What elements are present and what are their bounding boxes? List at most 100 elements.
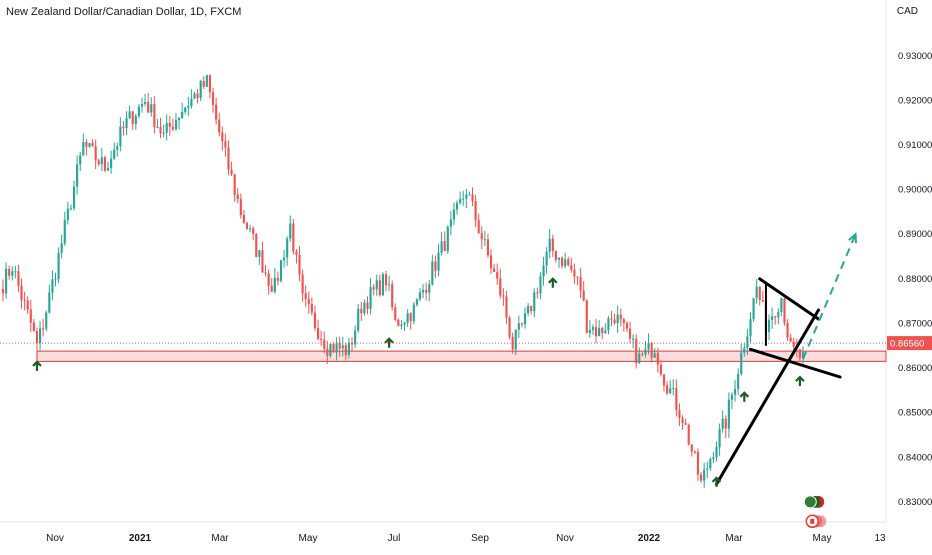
candle-body: [128, 111, 131, 119]
candle-body: [199, 81, 202, 98]
candle-body: [122, 126, 125, 128]
candle-body: [230, 169, 233, 175]
candle-body: [635, 338, 638, 364]
candle-body: [177, 118, 181, 121]
candle-body: [650, 343, 653, 358]
candle-body: [752, 298, 755, 320]
candle-body: [517, 323, 520, 330]
candle-body: [202, 81, 205, 87]
candle-body: [344, 345, 347, 355]
candle-body: [273, 277, 276, 292]
candle-body: [310, 304, 313, 313]
candle-body: [644, 349, 647, 355]
y-tick-label: 0.83000: [898, 497, 932, 508]
candle-body: [125, 118, 128, 128]
candle-body: [573, 269, 576, 277]
candle-body: [659, 364, 662, 375]
candle-body: [354, 330, 357, 345]
chart-title: New Zealand Dollar/Canadian Dollar, 1D, …: [6, 6, 242, 18]
candle-body: [613, 319, 616, 324]
candle-body: [48, 292, 51, 313]
candle-body: [270, 285, 273, 292]
candle-body: [304, 293, 307, 299]
candle-body: [696, 451, 700, 475]
candle-body: [662, 374, 666, 386]
up-arrow-icon: [711, 476, 722, 487]
candle-body: [406, 313, 409, 323]
candle-body: [786, 322, 789, 338]
event-flag-nz-icon: [803, 495, 825, 509]
candle-body: [780, 298, 783, 312]
candle-body: [88, 143, 91, 147]
candle-body: [511, 336, 514, 350]
candle-body: [350, 342, 354, 345]
candle-body: [684, 423, 687, 425]
candle-body: [249, 228, 252, 230]
candle-body: [718, 428, 721, 448]
y-tick-label: 0.93000: [898, 51, 932, 62]
candle-body: [403, 322, 406, 325]
candle-body: [85, 142, 88, 147]
candle-body: [144, 101, 147, 104]
candle-body: [162, 132, 165, 134]
candle-body: [749, 319, 752, 337]
y-tick-label: 0.85000: [898, 408, 932, 419]
candle-body: [443, 241, 446, 251]
candle-body: [292, 223, 295, 252]
last-price-label: 0.86560: [890, 339, 924, 350]
support-zone: [36, 350, 887, 362]
candle-body: [35, 330, 39, 344]
candle-body: [239, 199, 242, 215]
candle-body: [523, 313, 527, 325]
candle-body: [313, 312, 317, 328]
candle-body: [301, 274, 304, 294]
candle-body: [320, 338, 323, 340]
candle-body: [134, 116, 137, 125]
candle-body: [771, 316, 774, 320]
candle-body: [564, 259, 567, 267]
candle-body: [610, 318, 613, 320]
x-tick-label: 2021: [129, 533, 152, 544]
candle-body: [208, 75, 212, 93]
candle-body: [335, 342, 338, 353]
x-tick-label: May: [299, 533, 318, 544]
candle-body: [591, 327, 595, 330]
candle-body: [131, 111, 134, 125]
x-tick-label: May: [813, 533, 832, 544]
candle-body: [8, 268, 11, 276]
candle-body: [360, 308, 363, 314]
y-tick-label: 0.92000: [898, 95, 932, 106]
candle-body: [542, 265, 545, 277]
candle-body: [369, 287, 372, 309]
candle-body: [505, 296, 508, 318]
candle-body: [106, 167, 110, 171]
candle-body: [258, 250, 261, 257]
candle-body: [480, 233, 483, 240]
candle-body: [588, 329, 591, 333]
candle-body: [576, 276, 579, 278]
up-arrow-icon: [739, 391, 750, 402]
candle-body: [32, 322, 35, 331]
candle-body: [391, 284, 394, 308]
x-tick-label: Nov: [46, 533, 64, 544]
trend-line: [715, 308, 820, 486]
candle-body: [647, 343, 650, 350]
candle-body: [625, 322, 629, 329]
candle-body: [82, 142, 85, 156]
x-tick-label: Mar: [725, 533, 743, 544]
candle-body: [440, 241, 443, 253]
candle-body: [236, 194, 239, 200]
last-price-badge: [887, 336, 932, 351]
candle-body: [585, 300, 588, 333]
event-flag-ca-icon: [805, 514, 827, 529]
candle-body: [221, 132, 224, 142]
candle-body: [79, 155, 82, 165]
candle-body: [347, 342, 351, 355]
candle-body: [755, 286, 758, 299]
candle-body: [38, 328, 42, 344]
candle-body: [601, 327, 604, 334]
candle-body: [520, 323, 523, 325]
candle-body: [672, 388, 675, 390]
candle-body: [622, 319, 625, 323]
